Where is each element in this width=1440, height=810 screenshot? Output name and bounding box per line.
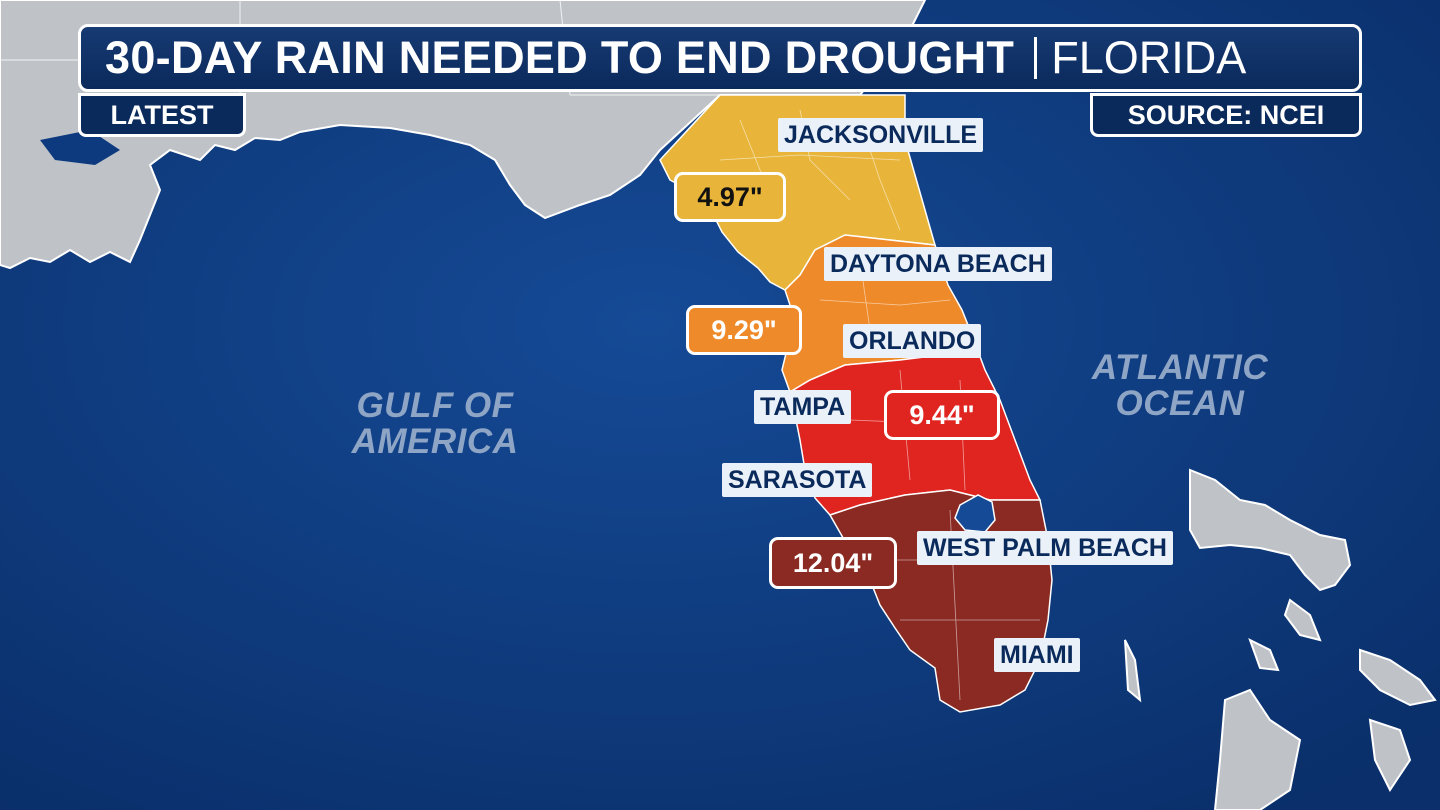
- title-bar: 30-DAY RAIN NEEDED TO END DROUGHT FLORID…: [78, 24, 1362, 92]
- bahamas-islands: [1124, 468, 1437, 810]
- rain-value-central: 9.29": [686, 305, 802, 355]
- bay-shape: [40, 130, 120, 165]
- gulf-label: GULF OF AMERICA: [351, 386, 519, 461]
- city-label-jacksonville: JACKSONVILLE: [778, 118, 984, 152]
- region-title: FLORIDA: [1051, 32, 1247, 83]
- title-separator: [1034, 37, 1038, 79]
- city-label-daytona-beach: DAYTONA BEACH: [824, 247, 1052, 281]
- page-title: 30-DAY RAIN NEEDED TO END DROUGHT: [105, 32, 1015, 83]
- city-label-orlando: ORLANDO: [843, 324, 982, 358]
- city-label-miami: MIAMI: [994, 638, 1080, 672]
- rain-value-south: 12.04": [769, 537, 897, 589]
- city-label-west-palm-beach: WEST PALM BEACH: [917, 531, 1173, 565]
- city-label-sarasota: SARASOTA: [722, 463, 873, 497]
- city-label-tampa: TAMPA: [754, 390, 852, 424]
- rain-value-south-central: 9.44": [884, 390, 1000, 440]
- latest-badge: LATEST: [78, 93, 246, 137]
- rain-value-north: 4.97": [674, 172, 786, 222]
- lake-okeechobee: [954, 494, 996, 533]
- atlantic-label: ATLANTIC OCEAN: [1091, 348, 1269, 423]
- source-badge: SOURCE: NCEI: [1090, 93, 1362, 137]
